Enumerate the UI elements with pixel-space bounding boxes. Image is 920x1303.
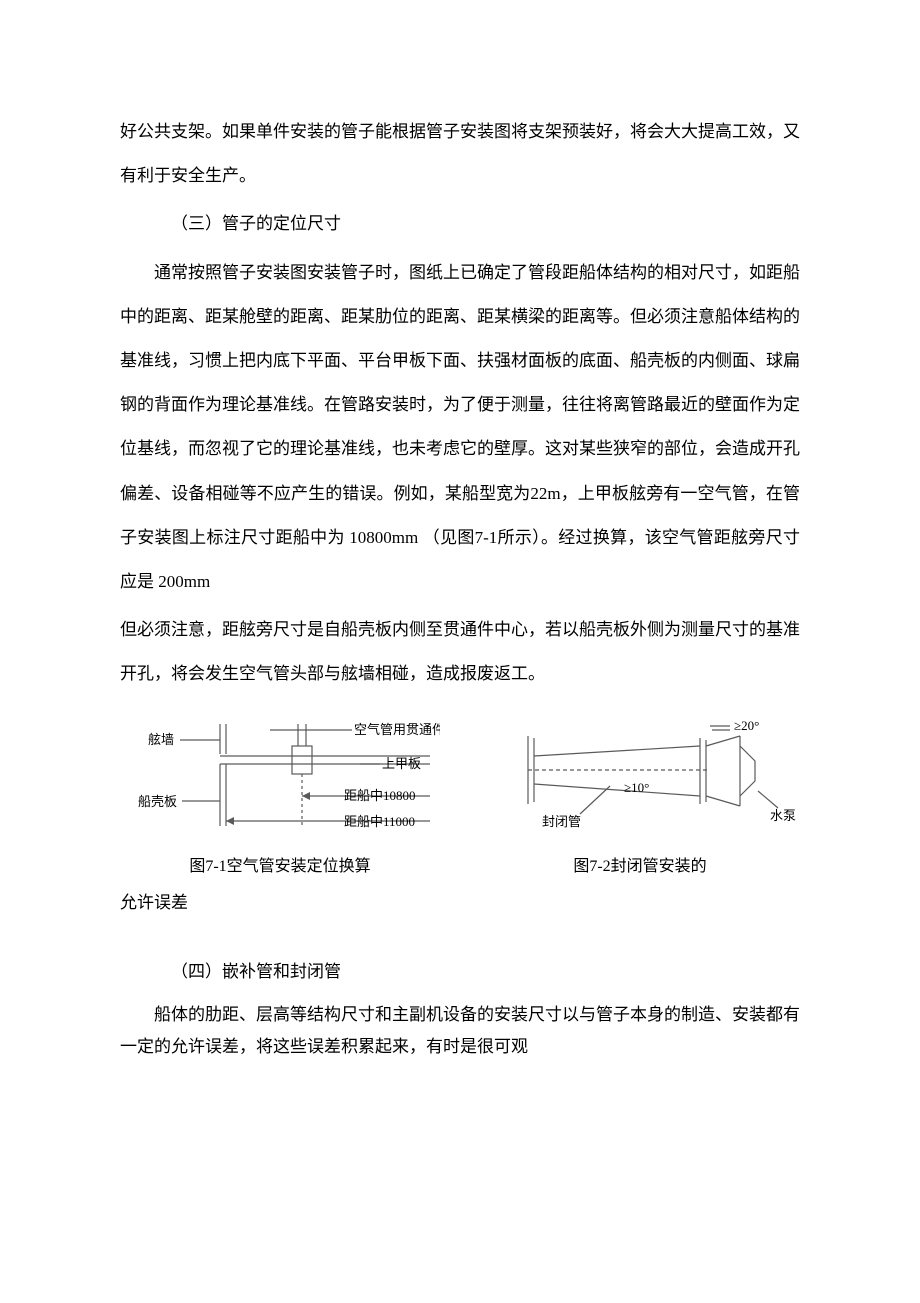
para-4: 船体的肋距、层高等结构尺寸和主副机设备的安装尺寸以与管子本身的制造、安装都有一定… — [120, 999, 800, 1064]
section-3-title: （三）管子的定位尺寸 — [120, 202, 800, 246]
para-1: 好公共支架。如果单件安装的管子能根据管子安装图将支架预装好，将会大大提高工效，又… — [120, 110, 800, 198]
label-fengbiguan: 封闭管 — [542, 814, 581, 829]
para-2: 通常按照管子安装图安装管子时，图纸上已确定了管段距船体结构的相对尺寸，如距船中的… — [120, 251, 800, 605]
figure-7-1: 舷墙 船壳板 空气管用贯通件 上甲板 距船中10800 距船中11000 图7-… — [120, 716, 440, 876]
label-chuankeban: 船壳板 — [138, 794, 177, 809]
caption-continue: 允许误差 — [120, 886, 800, 920]
figure-7-1-caption: 图7-1空气管安装定位换算 — [189, 852, 370, 876]
figure-7-2: ≥20° ≥10° 封闭管 水泵 图7-2封闭管安装的 — [480, 716, 800, 876]
figure-7-1-svg: 舷墙 船壳板 空气管用贯通件 上甲板 距船中10800 距船中11000 — [120, 716, 440, 846]
section-4-title: （四）嵌补管和封闭管 — [120, 950, 800, 994]
label-shuibeng: 水泵 — [770, 808, 796, 823]
figures-row: 舷墙 船壳板 空气管用贯通件 上甲板 距船中10800 距船中11000 图7-… — [120, 716, 800, 876]
label-dist1: 距船中10800 — [344, 788, 416, 803]
label-angle20: ≥20° — [734, 718, 759, 733]
label-angle10: ≥10° — [624, 780, 649, 795]
label-shangjia: 上甲板 — [382, 756, 421, 771]
figure-7-2-caption: 图7-2封闭管安装的 — [573, 852, 706, 876]
figure-7-2-svg: ≥20° ≥10° 封闭管 水泵 — [480, 716, 800, 846]
para-3: 但必须注意，距舷旁尺寸是自船壳板内侧至贯通件中心，若以船壳板外侧为测量尺寸的基准… — [120, 608, 800, 696]
label-kongqiguan: 空气管用贯通件 — [354, 722, 440, 737]
label-xianqiang: 舷墙 — [148, 732, 174, 747]
label-dist2: 距船中11000 — [344, 814, 415, 829]
